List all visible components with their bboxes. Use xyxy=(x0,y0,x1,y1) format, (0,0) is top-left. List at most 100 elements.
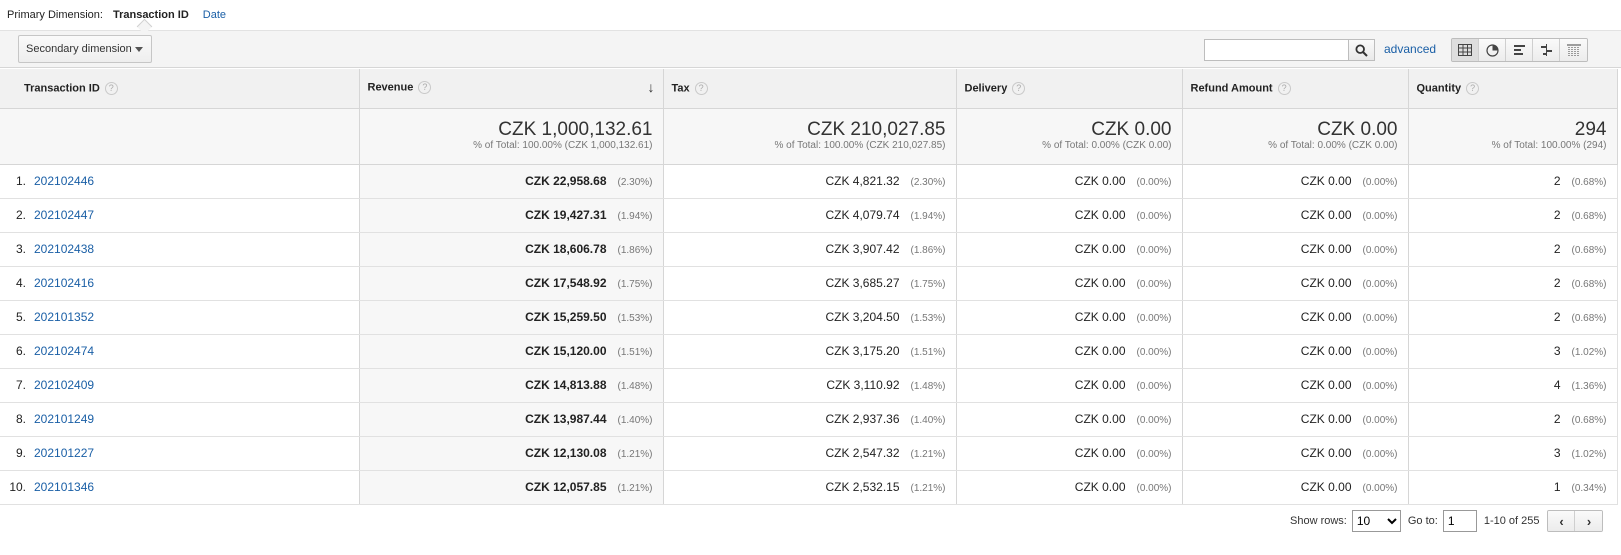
revenue-value: CZK 12,057.85 xyxy=(525,480,607,494)
tax-percent: (1.48%) xyxy=(910,381,946,392)
transaction-id-link[interactable]: 202101346 xyxy=(34,480,95,494)
view-toggle-group xyxy=(1451,38,1588,62)
table-search-input[interactable] xyxy=(1204,39,1348,61)
revenue-percent: (1.21%) xyxy=(617,449,653,460)
table-toolbar: Secondary dimension advanced xyxy=(0,31,1621,68)
comparison-view-button[interactable] xyxy=(1533,39,1560,61)
table-row: 6. 202102474 CZK 15,120.00 (1.51%) CZK 3,175… xyxy=(0,334,1618,369)
total-subtext: % of Total: 100.00% (CZK 1,000,132.61) xyxy=(473,140,653,151)
delivery-percent: (0.00%) xyxy=(1136,449,1172,460)
transaction-id-link[interactable]: 202102438 xyxy=(34,242,95,256)
delivery-value: CZK 0.00 xyxy=(1074,344,1126,358)
transaction-id-link[interactable]: 202102409 xyxy=(34,378,95,392)
help-icon[interactable]: ? xyxy=(1277,81,1291,95)
table-row: 3. 202102438 CZK 18,606.78 (1.86%) CZK 3,907… xyxy=(0,232,1618,267)
help-icon[interactable]: ? xyxy=(1466,81,1480,95)
table-search xyxy=(1204,39,1375,61)
quantity-value: 2 xyxy=(1553,310,1561,324)
primary-dimension-transaction-id[interactable]: Transaction ID xyxy=(112,9,189,21)
transaction-id-link[interactable]: 202102416 xyxy=(34,276,95,290)
revenue-percent: (2.30%) xyxy=(617,177,653,188)
delivery-value: CZK 0.00 xyxy=(1074,208,1126,222)
quantity-value: 2 xyxy=(1553,276,1561,290)
table-row: 2. 202102447 CZK 19,427.31 (1.94%) CZK 4,079… xyxy=(0,198,1618,233)
revenue-cell: CZK 15,120.00 (1.51%) xyxy=(359,334,664,369)
previous-page-button[interactable]: ‹ xyxy=(1548,511,1576,531)
tax-percent: (2.30%) xyxy=(910,177,946,188)
show-rows-label: Show rows: xyxy=(1290,515,1347,527)
quantity-percent: (0.34%) xyxy=(1571,483,1607,494)
total-value: CZK 0.00 xyxy=(1317,119,1398,140)
quantity-cell: 3 (1.02%) xyxy=(1408,334,1618,369)
help-icon[interactable]: ? xyxy=(104,81,118,95)
pivot-view-button[interactable] xyxy=(1560,39,1587,61)
total-subtext: % of Total: 100.00% (294) xyxy=(1491,140,1607,151)
quantity-value: 2 xyxy=(1553,208,1561,222)
dimension-cell: 7. 202102409 xyxy=(0,368,360,403)
quantity-percent: (0.68%) xyxy=(1571,245,1607,256)
column-header-quantity[interactable]: Quantity? xyxy=(1408,69,1618,109)
tax-cell: CZK 4,079.74 (1.94%) xyxy=(663,198,957,233)
table-row: 9. 202101227 CZK 12,130.08 (1.21%) CZK 2,547… xyxy=(0,436,1618,471)
quantity-cell: 2 (0.68%) xyxy=(1408,266,1618,301)
tax-percent: (1.94%) xyxy=(910,211,946,222)
refund-cell: CZK 0.00 (0.00%) xyxy=(1182,300,1409,335)
pagination: Show rows: 10 Go to: 1-10 of 255 ‹ › xyxy=(1290,509,1604,533)
row-index: 1. xyxy=(15,174,26,188)
total-delivery: CZK 0.00 % of Total: 0.00% (CZK 0.00) xyxy=(956,108,1183,165)
dimension-cell: 2. 202102447 xyxy=(0,198,360,233)
column-header-tax[interactable]: Tax? xyxy=(663,69,957,109)
bar-view-button[interactable] xyxy=(1506,39,1533,61)
revenue-cell: CZK 15,259.50 (1.53%) xyxy=(359,300,664,335)
column-header-revenue[interactable]: Revenue? ↓ xyxy=(359,69,664,109)
pie-view-button[interactable] xyxy=(1479,39,1506,61)
quantity-percent: (0.68%) xyxy=(1571,211,1607,222)
transaction-id-link[interactable]: 202101227 xyxy=(34,446,95,460)
help-icon[interactable]: ? xyxy=(1012,81,1026,95)
transaction-id-link[interactable]: 202101352 xyxy=(34,310,95,324)
delivery-cell: CZK 0.00 (0.00%) xyxy=(956,470,1183,505)
primary-dimension-date-link[interactable]: Date xyxy=(202,9,227,21)
sort-descending-icon[interactable]: ↓ xyxy=(647,79,655,96)
quantity-cell: 2 (0.68%) xyxy=(1408,164,1618,199)
column-header-delivery[interactable]: Delivery? xyxy=(956,69,1183,109)
next-page-button[interactable]: › xyxy=(1575,511,1603,531)
transaction-id-link[interactable]: 202102474 xyxy=(34,344,95,358)
row-index: 5. xyxy=(15,310,26,324)
table-view-button[interactable] xyxy=(1452,39,1479,61)
revenue-percent: (1.53%) xyxy=(617,313,653,324)
secondary-dimension-dropdown[interactable]: Secondary dimension xyxy=(18,35,152,63)
dimension-cell: 5. 202101352 xyxy=(0,300,360,335)
help-icon[interactable]: ? xyxy=(418,81,432,95)
transaction-id-link[interactable]: 202101249 xyxy=(34,412,95,426)
total-subtext: % of Total: 0.00% (CZK 0.00) xyxy=(1042,140,1172,151)
delivery-cell: CZK 0.00 (0.00%) xyxy=(956,266,1183,301)
refund-percent: (0.00%) xyxy=(1362,313,1398,324)
advanced-filter-link[interactable]: advanced xyxy=(1384,42,1437,56)
goto-page-input[interactable] xyxy=(1442,510,1477,532)
refund-value: CZK 0.00 xyxy=(1300,310,1352,324)
search-button[interactable] xyxy=(1348,39,1375,61)
delivery-cell: CZK 0.00 (0.00%) xyxy=(956,334,1183,369)
tax-percent: (1.21%) xyxy=(910,483,946,494)
refund-percent: (0.00%) xyxy=(1362,347,1398,358)
goto-label: Go to: xyxy=(1407,515,1438,527)
comparison-view-icon xyxy=(1540,44,1552,56)
revenue-value: CZK 19,427.31 xyxy=(525,208,607,222)
transaction-id-link[interactable]: 202102447 xyxy=(34,208,95,222)
tax-value: CZK 4,821.32 xyxy=(825,174,900,188)
help-icon[interactable]: ? xyxy=(694,81,708,95)
refund-percent: (0.00%) xyxy=(1362,483,1398,494)
delivery-cell: CZK 0.00 (0.00%) xyxy=(956,232,1183,267)
table-row: 10. 202101346 CZK 12,057.85 (1.21%) CZK 2,53… xyxy=(0,470,1618,505)
table-row: 7. 202102409 CZK 14,813.88 (1.48%) CZK 3,110… xyxy=(0,368,1618,403)
delivery-value: CZK 0.00 xyxy=(1074,378,1126,392)
quantity-value: 4 xyxy=(1553,378,1561,392)
column-header-transaction-id[interactable]: Transaction ID? xyxy=(0,69,360,109)
transaction-id-link[interactable]: 202102446 xyxy=(34,174,95,188)
show-rows-select[interactable]: 10 xyxy=(1351,510,1401,532)
tax-value: CZK 3,175.20 xyxy=(825,344,900,358)
dimension-cell: 8. 202101249 xyxy=(0,402,360,437)
column-header-refund-amount[interactable]: Refund Amount? xyxy=(1182,69,1409,109)
revenue-value: CZK 22,958.68 xyxy=(525,174,607,188)
